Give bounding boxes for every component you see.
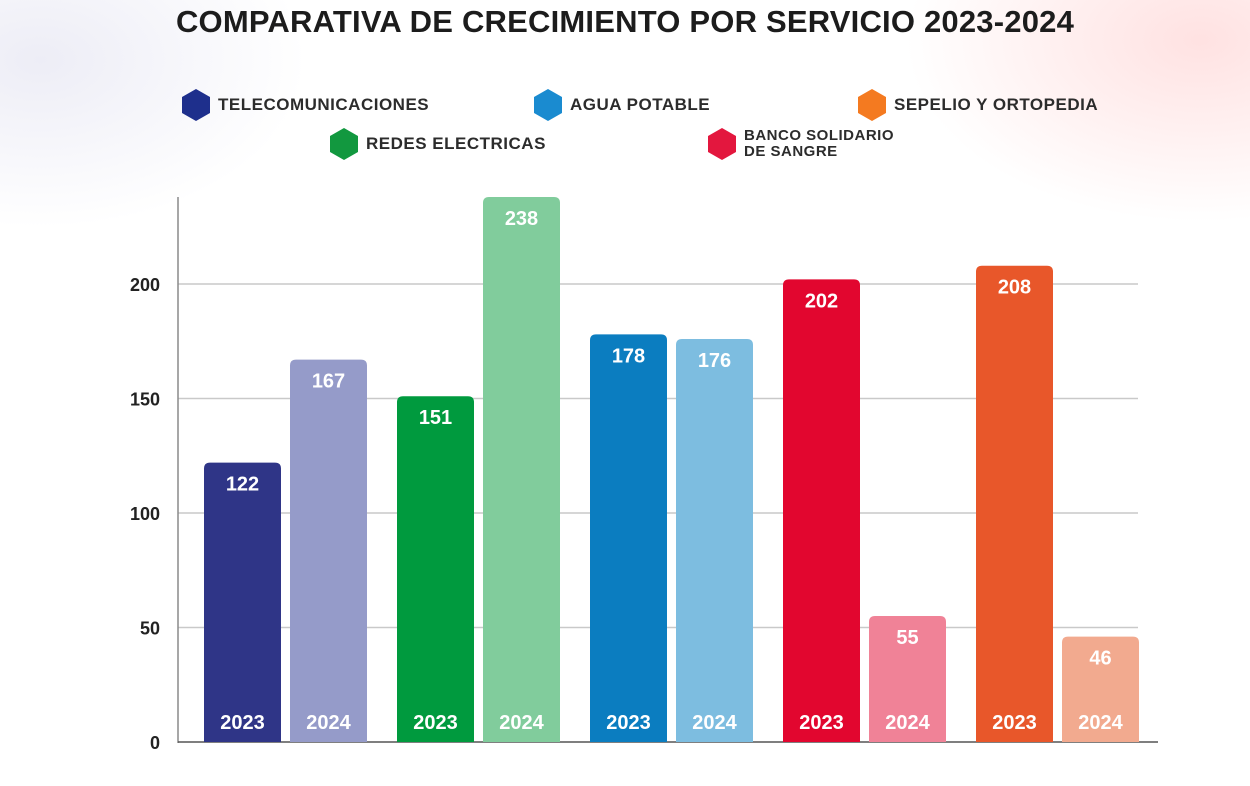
hexagon-icon — [534, 89, 562, 121]
bar-year-label: 2024 — [306, 712, 351, 734]
bar-value-label: 202 — [805, 290, 838, 312]
legend-item-agua-potable: AGUA POTABLE — [532, 88, 710, 122]
legend-item-redes-electricas: REDES ELECTRICAS — [328, 127, 546, 161]
bar-value-label: 167 — [312, 371, 345, 393]
bar-value-label: 238 — [505, 208, 538, 230]
bar — [483, 197, 560, 742]
bar-year-label: 2023 — [992, 712, 1037, 734]
bar-year-label: 2023 — [413, 712, 458, 734]
bar-value-label: 208 — [998, 277, 1031, 299]
bar — [290, 359, 367, 742]
y-tick-label: 50 — [140, 619, 160, 639]
legend-item-banco-solidario-de-sangre: BANCO SOLIDARIO DE SANGRE — [706, 127, 914, 161]
legend-item-sepelio-y-ortopedia: SEPELIO Y ORTOPEDIA — [856, 88, 1098, 122]
legend-label: REDES ELECTRICAS — [366, 134, 546, 153]
bar — [869, 616, 946, 742]
bar-year-label: 2024 — [692, 712, 737, 734]
legend-item-telecomunicaciones: TELECOMUNICACIONES — [180, 88, 429, 122]
bar-year-label: 2024 — [885, 712, 930, 734]
bar-value-label: 178 — [612, 345, 645, 367]
hexagon-icon — [330, 128, 358, 160]
bar-value-label: 151 — [419, 407, 452, 429]
chart-title: COMPARATIVA DE CRECIMIENTO POR SERVICIO … — [175, 4, 1075, 39]
y-tick-label: 150 — [130, 390, 160, 410]
bar-year-label: 2023 — [606, 712, 651, 734]
bar-value-label: 55 — [896, 627, 918, 649]
bar — [204, 462, 281, 742]
legend-label: TELECOMUNICACIONES — [218, 95, 430, 114]
hexagon-icon — [858, 89, 886, 121]
bar-value-label: 122 — [226, 474, 259, 496]
bar-year-label: 2024 — [499, 712, 544, 734]
bar — [590, 334, 667, 742]
bar — [1062, 636, 1139, 742]
bar-value-label: 176 — [698, 350, 731, 372]
bar — [976, 265, 1053, 742]
legend-label: AGUA POTABLE — [570, 95, 711, 114]
hexagon-icon — [708, 128, 736, 160]
hexagon-icon — [182, 89, 210, 121]
bar-value-label: 46 — [1089, 648, 1111, 670]
bar — [676, 338, 753, 742]
bar-year-label: 2024 — [1078, 712, 1123, 734]
bar — [783, 279, 860, 742]
y-tick-label: 0 — [150, 733, 160, 753]
y-tick-label: 200 — [130, 275, 160, 295]
y-tick-label: 100 — [130, 504, 160, 524]
legend-label: BANCO SOLIDARIO DE SANGRE — [744, 127, 894, 160]
bar-year-label: 2023 — [220, 712, 265, 734]
bar-year-label: 2023 — [799, 712, 844, 734]
legend-label: SEPELIO Y ORTOPEDIA — [894, 95, 1099, 114]
bar — [397, 396, 474, 742]
